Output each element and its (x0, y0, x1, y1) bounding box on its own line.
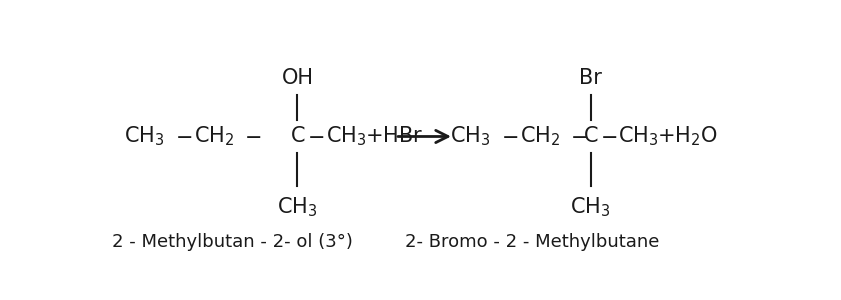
Text: $\mathregular{-}$: $\mathregular{-}$ (600, 127, 617, 146)
Text: $\mathregular{+HBr}$: $\mathregular{+HBr}$ (365, 127, 423, 146)
Text: $\mathregular{-}$: $\mathregular{-}$ (175, 127, 192, 146)
Text: OH: OH (282, 68, 314, 88)
Text: $\mathregular{C}$: $\mathregular{C}$ (583, 127, 599, 146)
Text: $\mathregular{+H_2O}$: $\mathregular{+H_2O}$ (657, 125, 717, 148)
Text: $\mathregular{CH_2}$: $\mathregular{CH_2}$ (520, 125, 560, 148)
Text: $\mathregular{CH_3}$: $\mathregular{CH_3}$ (450, 125, 490, 148)
Text: Br: Br (579, 68, 602, 88)
Text: 2 - Methylbutan - 2- ol (3°): 2 - Methylbutan - 2- ol (3°) (112, 232, 352, 250)
Text: $\mathregular{CH_2}$: $\mathregular{CH_2}$ (194, 125, 235, 148)
Text: $\mathregular{-}$: $\mathregular{-}$ (500, 127, 518, 146)
Text: $\mathregular{-}$: $\mathregular{-}$ (307, 127, 325, 146)
Text: $\mathregular{-}$: $\mathregular{-}$ (570, 127, 588, 146)
Text: $\mathregular{-}$: $\mathregular{-}$ (245, 127, 262, 146)
Text: $\mathregular{CH_3}$: $\mathregular{CH_3}$ (570, 195, 611, 219)
Text: $\mathregular{CH_3}$: $\mathregular{CH_3}$ (278, 195, 318, 219)
Text: 2- Bromo - 2 - Methylbutane: 2- Bromo - 2 - Methylbutane (405, 232, 659, 250)
Text: $\mathregular{CH_3}$: $\mathregular{CH_3}$ (618, 125, 659, 148)
Text: $\mathregular{CH_3}$: $\mathregular{CH_3}$ (326, 125, 367, 148)
Text: $\mathregular{CH_3}$: $\mathregular{CH_3}$ (124, 125, 165, 148)
Text: $\mathregular{C}$: $\mathregular{C}$ (289, 127, 305, 146)
